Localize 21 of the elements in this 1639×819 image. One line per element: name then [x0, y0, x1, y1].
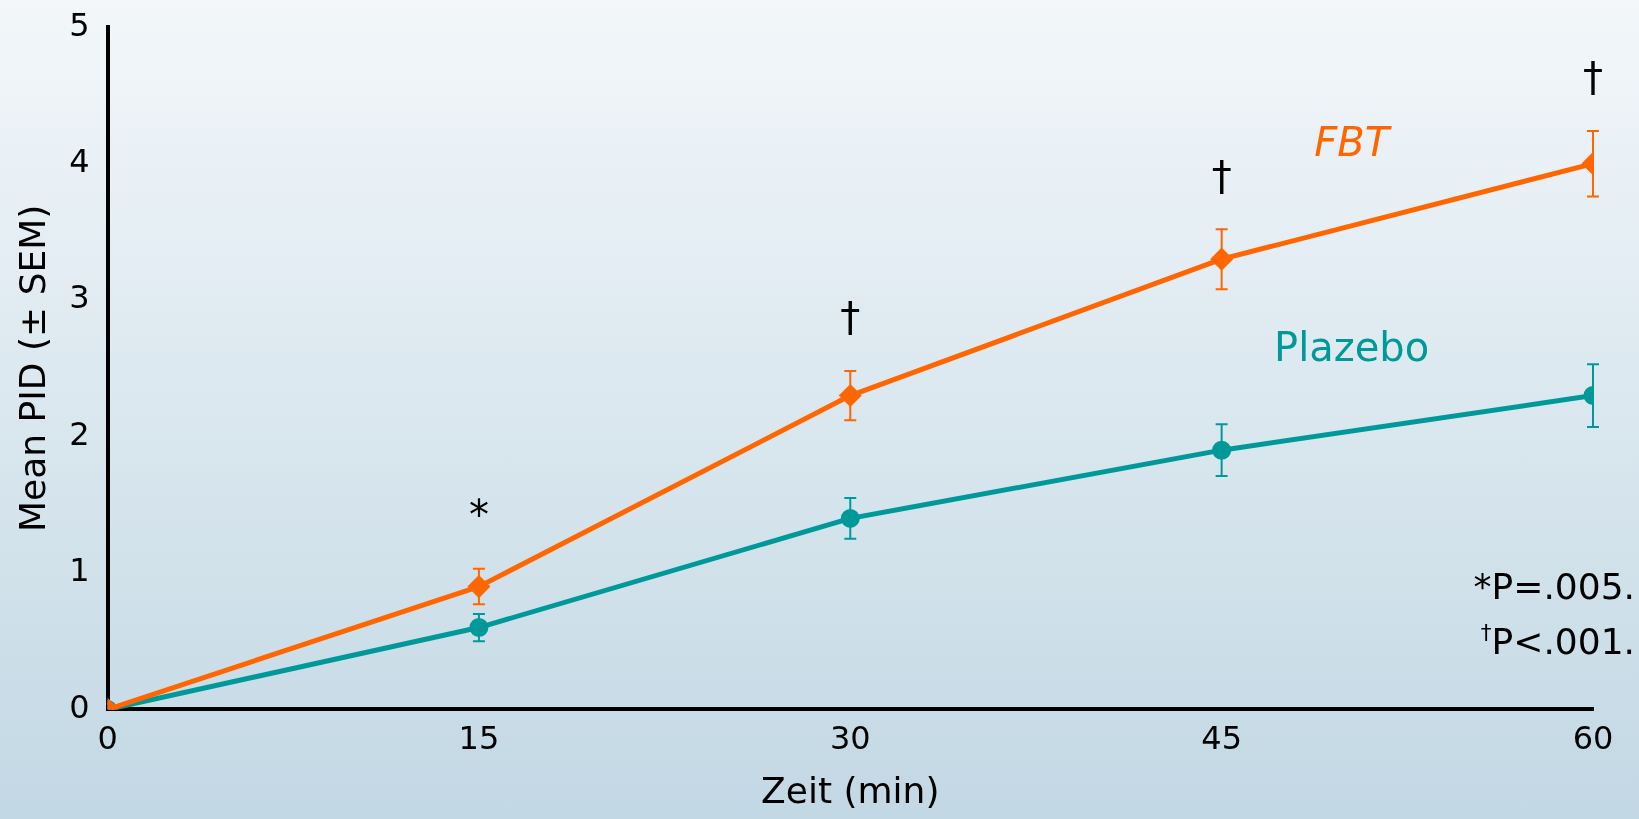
y-tick-label: 0 [69, 687, 90, 726]
y-tick-label: 4 [69, 141, 90, 180]
annotation: † [1583, 54, 1603, 101]
y-tick-label: 3 [69, 278, 90, 317]
x-axis-title: Zeit (min) [761, 769, 940, 811]
y-tick-label: 2 [69, 414, 90, 453]
series-label: Plazebo [1274, 324, 1430, 371]
x-tick-label: 45 [1201, 718, 1242, 757]
annotation: *P=.005. [1473, 566, 1636, 608]
annotation: † [840, 294, 861, 341]
series-label: FBT [1314, 119, 1393, 166]
y-tick-label: 1 [69, 551, 90, 590]
annotation: †P<.001. [1480, 620, 1636, 663]
y-axis-title: Mean PID (± SEM) [11, 204, 53, 532]
annotation: * [468, 492, 489, 539]
x-tick-label: 0 [97, 718, 118, 757]
x-tick-label: 15 [458, 718, 500, 757]
y-tick-label: 5 [69, 5, 90, 44]
x-tick-label: 60 [1572, 718, 1614, 757]
x-tick-label: 30 [829, 718, 871, 757]
annotation: † [1211, 152, 1232, 199]
